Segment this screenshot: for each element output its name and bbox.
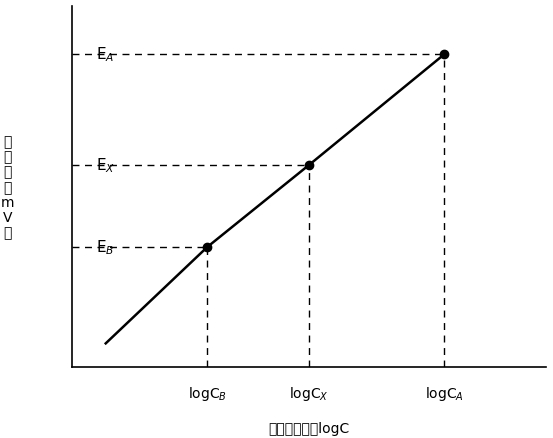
Text: logC$_A$: logC$_A$ <box>425 385 464 403</box>
Text: logC$_B$: logC$_B$ <box>188 385 227 403</box>
Text: 摩尔浓度对数logC: 摩尔浓度对数logC <box>268 420 349 434</box>
Text: E$_X$: E$_X$ <box>96 156 115 175</box>
Text: E$_A$: E$_A$ <box>96 46 114 64</box>
Text: E$_B$: E$_B$ <box>96 238 114 257</box>
Text: logC$_X$: logC$_X$ <box>289 385 329 403</box>
Text: 电
位
值
（
m
V
）: 电 位 值 （ m V ） <box>1 135 14 240</box>
